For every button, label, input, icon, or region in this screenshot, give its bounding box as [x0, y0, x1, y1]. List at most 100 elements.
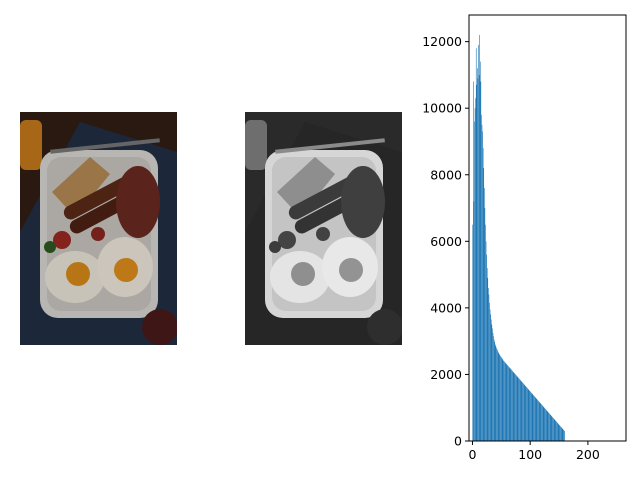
histogram-bar — [489, 302, 490, 441]
histogram-bar — [540, 403, 542, 441]
y-axis: 0 2000 4000 6000 8000 10000 12000 — [422, 34, 469, 449]
histogram-bar — [555, 420, 556, 441]
histogram-bar — [500, 356, 502, 441]
histogram-bar — [518, 377, 519, 441]
histogram-bar — [556, 422, 558, 441]
histogram-bar — [553, 419, 555, 441]
histogram-bar — [492, 332, 494, 441]
histogram-bar — [531, 393, 532, 441]
histogram-bar — [484, 188, 485, 441]
histogram-bar — [516, 376, 518, 441]
histogram-bar — [519, 379, 520, 441]
y-tick-label: 6000 — [430, 234, 462, 249]
histogram-bar — [560, 427, 562, 441]
histogram-bar — [541, 404, 542, 441]
histogram-bar — [562, 429, 564, 441]
histogram-bar — [501, 357, 502, 441]
histogram-bar — [498, 353, 500, 441]
histogram-bar — [480, 81, 482, 441]
histogram-bar — [481, 124, 483, 441]
histogram-bar — [478, 74, 480, 441]
histogram-bars — [472, 34, 565, 442]
histogram-bar — [491, 324, 493, 441]
histogram-bar — [482, 131, 483, 442]
histogram-bar — [550, 415, 552, 441]
histogram-bar — [528, 389, 530, 441]
histogram-bar — [539, 402, 541, 441]
histogram-bar — [559, 425, 561, 441]
histogram-bar — [536, 399, 538, 441]
histogram-bar — [547, 411, 549, 441]
histogram-bar — [542, 405, 543, 441]
histogram-bar — [477, 78, 479, 441]
histogram-bar — [479, 34, 480, 441]
histogram-bar — [474, 121, 475, 441]
color-photo — [20, 112, 177, 345]
histogram-bar — [544, 407, 545, 441]
histogram-bar — [557, 423, 559, 441]
histogram-bar — [506, 364, 508, 441]
histogram-bar — [479, 61, 481, 442]
histogram-bar — [550, 415, 551, 441]
histogram-bar — [494, 344, 496, 441]
x-tick-label: 100 — [518, 447, 542, 462]
histogram-bar — [548, 412, 549, 441]
histogram-bar — [496, 349, 498, 441]
histogram-bar — [483, 168, 485, 441]
histogram-bar — [563, 429, 564, 441]
y-tick-label: 0 — [454, 434, 462, 449]
histogram-bar — [511, 370, 513, 441]
histogram-bar — [487, 277, 489, 441]
histogram-bar — [472, 224, 474, 441]
histogram-bar — [546, 411, 548, 441]
histogram-bar — [531, 393, 533, 441]
histogram-bar — [473, 81, 474, 441]
histogram-bar — [490, 319, 492, 441]
histogram-bar — [522, 382, 523, 441]
histogram-bar — [514, 373, 516, 441]
histogram-bar — [485, 224, 486, 441]
histogram-bar — [530, 391, 531, 441]
histogram-bar — [525, 386, 527, 441]
histogram-bar — [521, 381, 523, 441]
histogram-bar — [494, 341, 495, 441]
histogram-bar — [523, 383, 524, 441]
histogram-bar — [489, 309, 491, 441]
histogram-bar — [556, 421, 557, 441]
axes-frame — [468, 14, 627, 442]
grayscale-photo — [245, 112, 402, 345]
histogram-bar — [488, 294, 490, 441]
histogram-bar — [509, 368, 511, 441]
histogram-bar — [508, 367, 510, 441]
y-tick-label: 12000 — [422, 34, 462, 49]
histogram-bar — [519, 379, 521, 441]
histogram-bar — [499, 355, 501, 441]
histogram-bar — [496, 347, 497, 441]
histogram-bar — [530, 392, 532, 441]
histogram-bar — [484, 208, 486, 441]
histogram-bar — [474, 108, 476, 441]
histogram-bar — [485, 241, 487, 441]
histogram-bar — [511, 369, 512, 441]
histogram-bar — [503, 360, 504, 441]
histogram-bar — [526, 387, 527, 441]
histogram-bar — [534, 397, 536, 441]
histogram-bar — [504, 361, 505, 441]
histogram-bar — [560, 426, 561, 441]
histogram-bar — [481, 114, 482, 441]
histogram-bar — [533, 395, 534, 441]
histogram-bar — [495, 346, 497, 441]
histogram-bar — [538, 401, 540, 441]
histogram-bar — [564, 431, 565, 441]
histogram-bar — [497, 351, 499, 441]
histogram-bar — [516, 375, 517, 441]
histogram-bar — [548, 413, 550, 441]
histogram-bar — [507, 365, 508, 441]
histogram-bar — [555, 421, 557, 441]
y-tick-label: 4000 — [430, 300, 462, 315]
histogram-bar — [499, 354, 500, 441]
histogram-bar — [545, 409, 547, 441]
histogram-bar — [553, 418, 554, 441]
histogram-bar — [486, 267, 488, 441]
histogram-bar — [542, 406, 544, 441]
